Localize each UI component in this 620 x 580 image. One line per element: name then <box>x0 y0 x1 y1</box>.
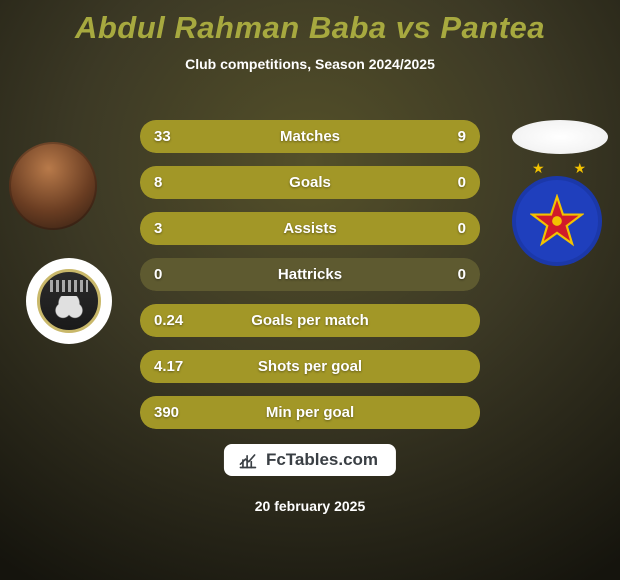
stat-value-left: 33 <box>154 120 171 153</box>
stat-row: Hattricks0 0 <box>140 258 480 291</box>
player-right-avatar <box>512 120 608 154</box>
club-left-badge <box>26 258 112 344</box>
stat-value-right: 0 <box>458 212 466 245</box>
stat-row: Matches33 9 <box>140 120 480 153</box>
stat-row: Min per goal390 <box>140 396 480 429</box>
star-icon: ★ <box>532 160 545 177</box>
stat-value-left: 0.24 <box>154 304 183 337</box>
stat-value-left: 3 <box>154 212 162 245</box>
stat-value-right: 9 <box>458 120 466 153</box>
stat-bars: Matches339Goals80Assists30Hattricks00Goa… <box>140 120 480 442</box>
club-right-badge <box>512 176 602 266</box>
page-title: Abdul Rahman Baba vs Pantea <box>0 0 620 46</box>
stat-label: Assists <box>140 212 480 245</box>
stat-value-left: 8 <box>154 166 162 199</box>
stat-row: Assists3 0 <box>140 212 480 245</box>
stat-value-left: 4.17 <box>154 350 183 383</box>
date-label: 20 february 2025 <box>0 498 620 514</box>
stat-label: Min per goal <box>140 396 480 429</box>
stat-label: Hattricks <box>140 258 480 291</box>
stat-value-right: 0 <box>458 166 466 199</box>
stat-label: Matches <box>140 120 480 153</box>
comparison-infographic: Abdul Rahman Baba vs Pantea Club competi… <box>0 0 620 580</box>
watermark-text: FcTables.com <box>266 450 378 470</box>
stat-value-left: 390 <box>154 396 179 429</box>
club-left-badge-inner <box>37 269 101 333</box>
chart-icon <box>238 450 258 470</box>
stat-row: Shots per goal4.17 <box>140 350 480 383</box>
page-subtitle: Club competitions, Season 2024/2025 <box>0 56 620 72</box>
stat-value-right: 0 <box>458 258 466 291</box>
stat-row: Goals8 0 <box>140 166 480 199</box>
stat-row: Goals per match0.24 <box>140 304 480 337</box>
club-right-stars: ★ ★ <box>532 160 586 177</box>
stat-value-left: 0 <box>154 258 162 291</box>
star-icon: ★ <box>573 160 586 177</box>
watermark-badge: FcTables.com <box>224 444 396 476</box>
player-left-avatar <box>9 142 97 230</box>
stat-label: Goals <box>140 166 480 199</box>
club-right-badge-star <box>530 194 584 248</box>
stat-label: Goals per match <box>140 304 480 337</box>
stat-label: Shots per goal <box>140 350 480 383</box>
